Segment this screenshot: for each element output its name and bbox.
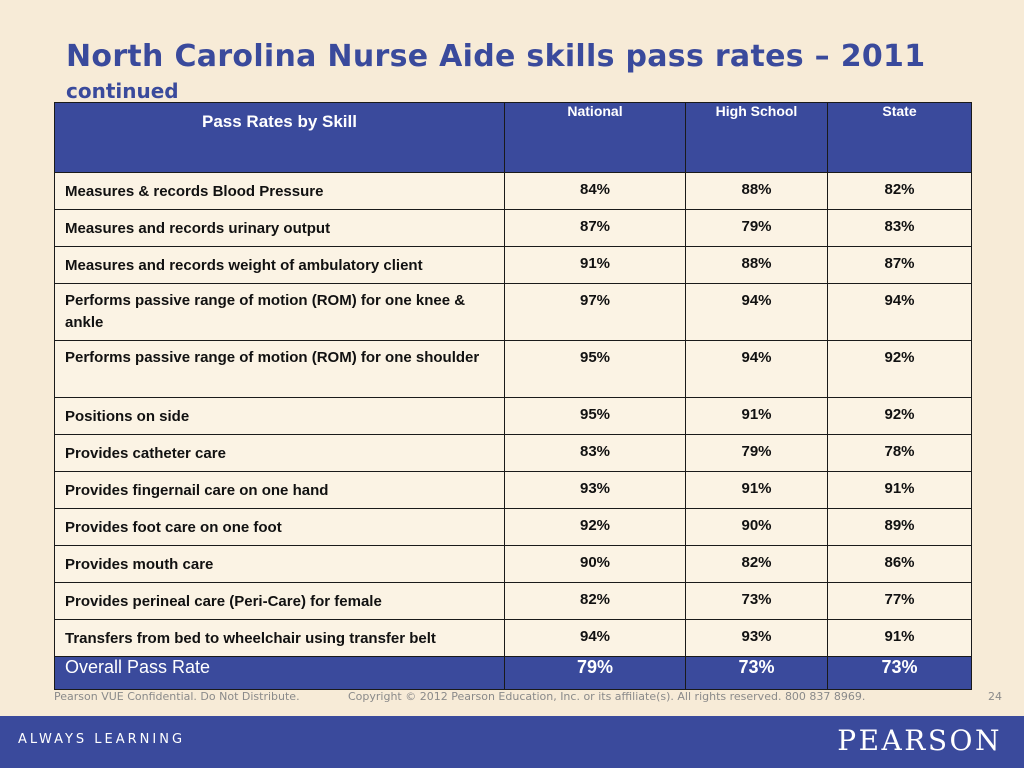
table-row: Positions on side 95% 91% 92% — [54, 397, 972, 435]
table-row: Measures and records weight of ambulator… — [54, 246, 972, 284]
high-school-cell: 94% — [685, 283, 828, 341]
overall-pass-rate-row: Overall Pass Rate 79% 73% 73% — [54, 656, 972, 690]
national-cell: 84% — [504, 172, 686, 210]
table-row: Provides fingernail care on one hand 93% 9… — [54, 471, 972, 509]
table-row: Measures and records urinary output 87% 79… — [54, 209, 972, 247]
header-high-school: High School — [685, 102, 828, 173]
overall-national: 79% — [504, 656, 686, 690]
national-cell: 93% — [504, 471, 686, 509]
pass-rates-table: Pass Rates by Skill National High School… — [54, 102, 972, 690]
skill-cell: Measures and records urinary output — [54, 209, 505, 247]
high-school-cell: 82% — [685, 545, 828, 583]
tagline: ALWAYS LEARNING — [18, 732, 186, 747]
table-row: Performs passive range of motion (ROM) f… — [54, 340, 972, 398]
table-row: Provides foot care on one foot 92% 90% 89% — [54, 508, 972, 546]
state-cell: 92% — [827, 340, 972, 398]
table-body: Measures & records Blood Pressure 84% 88% 8… — [54, 172, 972, 657]
high-school-cell: 79% — [685, 209, 828, 247]
brand-footer-bar: ALWAYS LEARNING PEARSON — [0, 716, 1024, 768]
slide-subtitle: continued — [66, 79, 179, 103]
skill-cell: Provides foot care on one foot — [54, 508, 505, 546]
skill-cell: Measures and records weight of ambulator… — [54, 246, 505, 284]
high-school-cell: 93% — [685, 619, 828, 657]
state-cell: 86% — [827, 545, 972, 583]
national-cell: 97% — [504, 283, 686, 341]
copyright-notice: Copyright © 2012 Pearson Education, Inc.… — [348, 690, 866, 703]
state-cell: 83% — [827, 209, 972, 247]
table-row: Performs passive range of motion (ROM) f… — [54, 283, 972, 341]
slide-title: North Carolina Nurse Aide skills pass ra… — [66, 39, 926, 74]
high-school-cell: 88% — [685, 246, 828, 284]
skill-cell: Provides perineal care (Peri-Care) for f… — [54, 582, 505, 620]
state-cell: 91% — [827, 471, 972, 509]
header-national: National — [504, 102, 686, 173]
national-cell: 94% — [504, 619, 686, 657]
state-cell: 77% — [827, 582, 972, 620]
table-header-row: Pass Rates by Skill National High School… — [54, 102, 972, 173]
high-school-cell: 90% — [685, 508, 828, 546]
state-cell: 94% — [827, 283, 972, 341]
high-school-cell: 94% — [685, 340, 828, 398]
table-row: Provides perineal care (Peri-Care) for f… — [54, 582, 972, 620]
overall-high-school: 73% — [685, 656, 828, 690]
state-cell: 92% — [827, 397, 972, 435]
state-cell: 78% — [827, 434, 972, 472]
national-cell: 95% — [504, 397, 686, 435]
header-skill: Pass Rates by Skill — [54, 102, 505, 173]
table-row: Measures & records Blood Pressure 84% 88% 8… — [54, 172, 972, 210]
high-school-cell: 91% — [685, 397, 828, 435]
high-school-cell: 73% — [685, 582, 828, 620]
page-number: 24 — [988, 690, 1002, 703]
national-cell: 92% — [504, 508, 686, 546]
skill-cell: Provides mouth care — [54, 545, 505, 583]
skill-cell: Transfers from bed to wheelchair using t… — [54, 619, 505, 657]
table-row: Provides mouth care 90% 82% 86% — [54, 545, 972, 583]
skill-cell: Positions on side — [54, 397, 505, 435]
skill-cell: Performs passive range of motion (ROM) f… — [54, 340, 505, 398]
state-cell: 82% — [827, 172, 972, 210]
header-state: State — [827, 102, 972, 173]
high-school-cell: 79% — [685, 434, 828, 472]
high-school-cell: 91% — [685, 471, 828, 509]
national-cell: 83% — [504, 434, 686, 472]
confidential-notice: Pearson VUE Confidential. Do Not Distrib… — [54, 690, 300, 703]
skill-cell: Provides fingernail care on one hand — [54, 471, 505, 509]
high-school-cell: 88% — [685, 172, 828, 210]
table-row: Provides catheter care 83% 79% 78% — [54, 434, 972, 472]
table-row: Transfers from bed to wheelchair using t… — [54, 619, 972, 657]
pearson-logo: PEARSON — [837, 724, 1002, 757]
state-cell: 87% — [827, 246, 972, 284]
state-cell: 89% — [827, 508, 972, 546]
national-cell: 90% — [504, 545, 686, 583]
national-cell: 82% — [504, 582, 686, 620]
overall-state: 73% — [827, 656, 972, 690]
state-cell: 91% — [827, 619, 972, 657]
skill-cell: Provides catheter care — [54, 434, 505, 472]
national-cell: 87% — [504, 209, 686, 247]
national-cell: 95% — [504, 340, 686, 398]
overall-label: Overall Pass Rate — [54, 656, 505, 690]
national-cell: 91% — [504, 246, 686, 284]
skill-cell: Performs passive range of motion (ROM) f… — [54, 283, 505, 341]
skill-cell: Measures & records Blood Pressure — [54, 172, 505, 210]
